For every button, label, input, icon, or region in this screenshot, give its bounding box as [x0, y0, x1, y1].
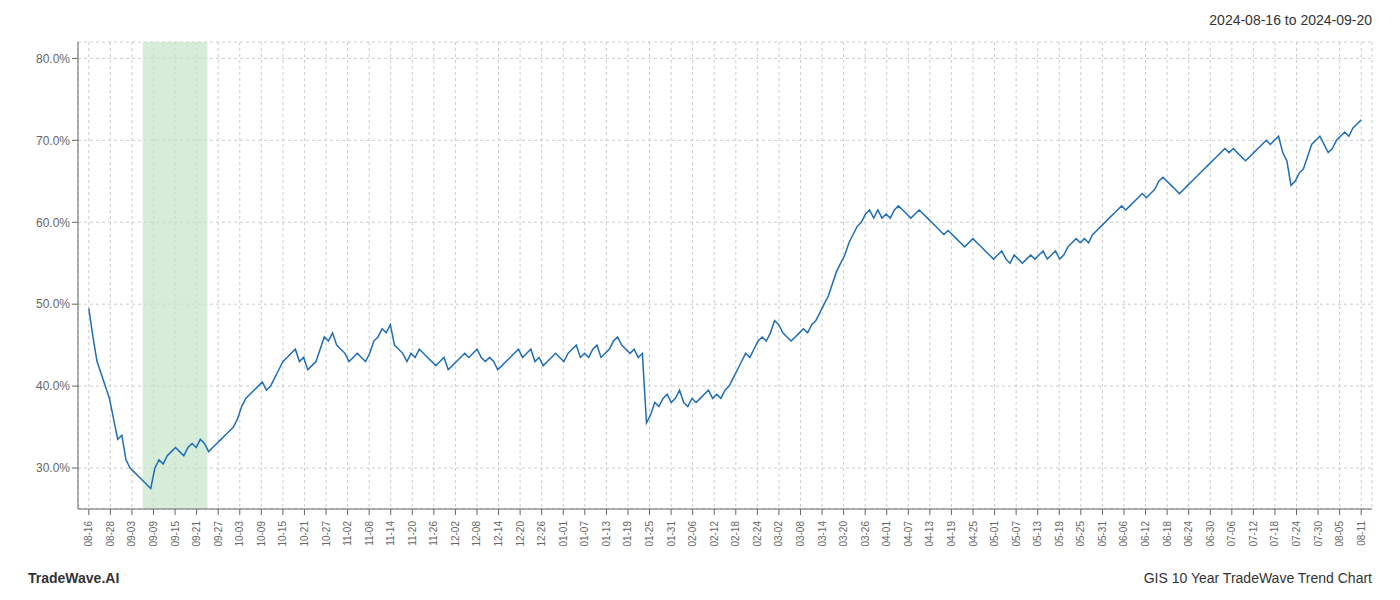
svg-text:05-01: 05-01 — [989, 521, 1000, 547]
svg-text:11-26: 11-26 — [428, 521, 439, 546]
svg-text:03-08: 03-08 — [795, 521, 806, 547]
svg-text:12-26: 12-26 — [536, 521, 547, 547]
svg-text:04-13: 04-13 — [924, 521, 935, 547]
svg-text:08-11: 08-11 — [1356, 521, 1367, 546]
svg-text:08-05: 08-05 — [1334, 521, 1345, 547]
svg-text:03-02: 03-02 — [773, 521, 784, 547]
svg-text:09-15: 09-15 — [170, 521, 181, 547]
svg-text:11-02: 11-02 — [342, 521, 353, 546]
svg-text:12-20: 12-20 — [515, 521, 526, 547]
svg-text:02-18: 02-18 — [730, 521, 741, 547]
svg-text:09-03: 09-03 — [126, 521, 137, 547]
svg-text:04-19: 04-19 — [946, 521, 957, 547]
svg-text:01-07: 01-07 — [579, 521, 590, 547]
svg-text:04-07: 04-07 — [903, 521, 914, 547]
svg-text:06-12: 06-12 — [1140, 521, 1151, 547]
svg-text:02-12: 02-12 — [709, 521, 720, 547]
svg-text:50.0%: 50.0% — [36, 297, 70, 311]
svg-text:05-19: 05-19 — [1054, 521, 1065, 547]
svg-text:03-14: 03-14 — [817, 521, 828, 547]
svg-text:03-26: 03-26 — [860, 521, 871, 547]
svg-text:03-20: 03-20 — [838, 521, 849, 547]
svg-text:06-30: 06-30 — [1205, 521, 1216, 547]
svg-text:05-25: 05-25 — [1075, 521, 1086, 547]
svg-text:12-02: 12-02 — [450, 521, 461, 547]
svg-text:08-28: 08-28 — [105, 521, 116, 547]
svg-text:07-06: 07-06 — [1226, 521, 1237, 547]
html-text:TradeWave.AI: TradeWave.AI — [28, 570, 120, 586]
svg-text:06-24: 06-24 — [1183, 521, 1194, 547]
svg-text:06-06: 06-06 — [1118, 521, 1129, 547]
svg-text:70.0%: 70.0% — [36, 134, 70, 148]
svg-text:10-27: 10-27 — [321, 521, 332, 547]
svg-text:01-31: 01-31 — [666, 521, 677, 547]
svg-text:06-18: 06-18 — [1162, 521, 1173, 547]
svg-text:11-14: 11-14 — [385, 521, 396, 546]
svg-text:04-25: 04-25 — [968, 521, 979, 547]
svg-text:30.0%: 30.0% — [36, 461, 70, 475]
svg-text:12-08: 12-08 — [471, 521, 482, 547]
svg-text:07-12: 07-12 — [1248, 521, 1259, 547]
svg-text:09-27: 09-27 — [213, 521, 224, 547]
svg-text:10-15: 10-15 — [277, 521, 288, 547]
svg-text:01-19: 01-19 — [622, 521, 633, 547]
svg-text:05-13: 05-13 — [1032, 521, 1043, 547]
svg-text:01-01: 01-01 — [558, 521, 569, 547]
svg-text:08-16: 08-16 — [83, 521, 94, 547]
svg-text:07-30: 07-30 — [1313, 521, 1324, 547]
svg-text:01-13: 01-13 — [601, 521, 612, 547]
svg-text:40.0%: 40.0% — [36, 379, 70, 393]
svg-text:09-21: 09-21 — [191, 521, 202, 547]
svg-text:80.0%: 80.0% — [36, 52, 70, 66]
svg-text:02-06: 02-06 — [687, 521, 698, 547]
html-text:2024-08-16 to 2024-09-20: 2024-08-16 to 2024-09-20 — [1209, 12, 1372, 28]
html-text:GIS 10 Year TradeWave Trend Ch: GIS 10 Year TradeWave Trend Chart — [1143, 570, 1372, 586]
svg-text:60.0%: 60.0% — [36, 216, 70, 230]
svg-text:11-20: 11-20 — [407, 521, 418, 546]
svg-text:04-01: 04-01 — [881, 521, 892, 547]
svg-text:10-21: 10-21 — [299, 521, 310, 547]
svg-text:10-03: 10-03 — [234, 521, 245, 547]
svg-text:12-14: 12-14 — [493, 521, 504, 547]
svg-text:01-25: 01-25 — [644, 521, 655, 547]
svg-text:07-18: 07-18 — [1269, 521, 1280, 547]
svg-text:02-24: 02-24 — [752, 521, 763, 547]
svg-text:07-24: 07-24 — [1291, 521, 1302, 547]
svg-text:09-09: 09-09 — [148, 521, 159, 547]
svg-text:10-09: 10-09 — [256, 521, 267, 547]
svg-text:11-08: 11-08 — [364, 521, 375, 546]
svg-text:05-07: 05-07 — [1011, 521, 1022, 547]
svg-text:05-31: 05-31 — [1097, 521, 1108, 547]
